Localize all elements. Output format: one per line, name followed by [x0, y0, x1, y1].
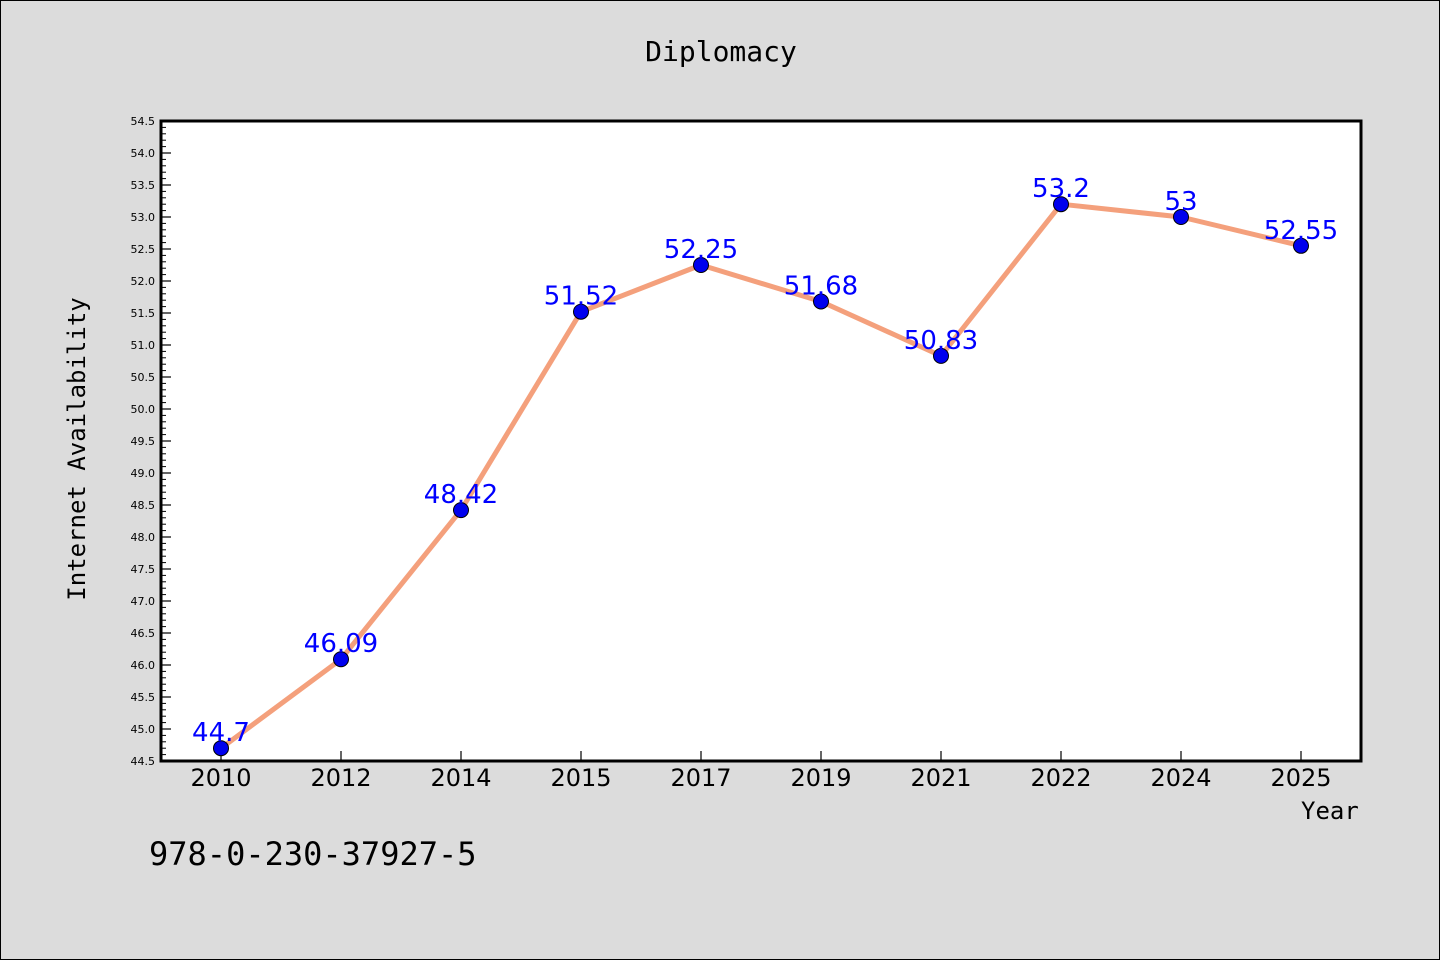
data-label: 46.09 — [304, 629, 378, 659]
y-tick-label: 49.0 — [131, 467, 156, 480]
y-tick-label: 50.0 — [131, 403, 156, 416]
data-point — [213, 740, 229, 757]
data-point — [1053, 196, 1069, 213]
data-label: 53.2 — [1032, 174, 1090, 204]
series-line — [219, 201, 1302, 751]
y-tick-label: 50.5 — [131, 371, 156, 384]
data-point — [933, 347, 949, 364]
y-tick-label: 51.5 — [131, 307, 156, 320]
y-tick-label: 46.0 — [131, 659, 156, 672]
x-tick-label: 2010 — [190, 764, 251, 792]
x-tick-label: 2017 — [670, 764, 731, 792]
data-label: 52.25 — [664, 235, 738, 265]
data-point — [1173, 209, 1189, 225]
x-tick-label: 2022 — [1030, 764, 1091, 792]
x-tick-label: 2015 — [550, 764, 611, 792]
y-tick-label: 54.5 — [131, 115, 156, 128]
data-label: 51.52 — [544, 282, 618, 312]
y-tick-label: 53.0 — [131, 211, 156, 224]
y-tick-label: 53.5 — [131, 179, 156, 192]
y-tick-label: 47.5 — [131, 563, 156, 576]
x-axis-label: Year — [1301, 797, 1359, 825]
x-tick-label: 2025 — [1270, 764, 1331, 792]
y-tick-label: 48.0 — [131, 531, 156, 544]
series-layer — [213, 196, 1309, 757]
y-tick-label: 45.5 — [131, 691, 156, 704]
data-label: 51.68 — [784, 271, 858, 301]
y-tick-label: 52.5 — [131, 243, 156, 256]
x-tick-label: 2019 — [790, 764, 851, 792]
data-label: 50.83 — [904, 326, 978, 356]
x-tick-label: 2021 — [910, 764, 971, 792]
data-label: 53 — [1164, 187, 1197, 217]
y-tick-label: 48.5 — [131, 499, 156, 512]
y-tick-label: 47.0 — [131, 595, 156, 608]
data-point — [1293, 237, 1309, 254]
data-point — [813, 293, 829, 310]
data-label: 52.55 — [1264, 216, 1338, 246]
x-axis-ticks: 2010 2012 2014 2015 2017 2019 2021 2022 2024 2025 — [190, 751, 1332, 792]
data-point — [573, 303, 589, 320]
isbn-text: 978-0-230-37927-5 — [149, 835, 477, 873]
y-tick-label: 54.0 — [131, 147, 156, 160]
x-tick-label: 2012 — [310, 764, 371, 792]
chart-title: Diplomacy — [645, 35, 797, 68]
y-tick-label: 49.5 — [131, 435, 156, 448]
x-tick-label: 2024 — [1150, 764, 1211, 792]
data-point — [693, 257, 709, 273]
y-tick-label: 44.5 — [131, 755, 156, 768]
data-labels: 44.7 46.09 48.42 51.52 52.25 51.68 50.83 53.2 53… — [192, 174, 1338, 748]
y-tick-label: 46.5 — [131, 627, 156, 640]
y-axis-ticks: 44.5 45.0 45.5 46.0 46.5 47.0 47.5 48.0 48.5 49.0… — [131, 115, 171, 768]
data-label: 48.42 — [424, 480, 498, 510]
data-point — [453, 502, 469, 519]
x-tick-label: 2014 — [430, 764, 491, 792]
plot-area — [159, 119, 1363, 763]
data-label: 44.7 — [192, 718, 250, 748]
y-tick-label: 45.0 — [131, 723, 156, 736]
y-tick-label: 51.0 — [131, 339, 156, 352]
y-tick-label: 52.0 — [131, 275, 156, 288]
data-point — [333, 651, 349, 668]
